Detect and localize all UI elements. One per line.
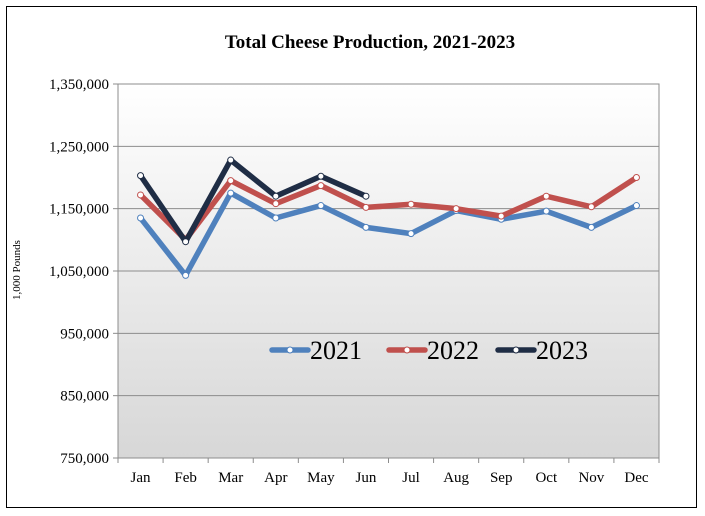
data-point-2021 (272, 214, 280, 222)
legend: 2021 2022 2023 (269, 336, 588, 365)
y-tick-label: 950,000 (60, 326, 109, 342)
y-tick-label: 1,350,000 (49, 77, 109, 93)
data-point-2023 (137, 172, 145, 180)
data-point-2022 (407, 200, 415, 208)
data-point-2021 (182, 271, 190, 279)
legend-marker-2021 (286, 346, 294, 354)
x-tick-label: Nov (578, 470, 604, 486)
data-point-2023 (227, 156, 235, 164)
x-tick-label: Apr (264, 470, 287, 486)
data-point-2021 (137, 214, 145, 222)
chart-title: Total Cheese Production, 2021-2023 (225, 32, 515, 53)
x-axis-ticks: Jan Feb Mar Apr May Jun Jul Aug Sep Oct Nov Dec (117, 458, 660, 486)
x-tick-label: Oct (535, 470, 557, 486)
data-point-2022 (137, 191, 145, 199)
data-point-2023 (317, 172, 325, 180)
y-tick-label: 1,150,000 (49, 202, 109, 218)
data-point-2022 (587, 203, 595, 211)
series-line-2022 (137, 174, 640, 243)
legend-label-2022: 2022 (427, 336, 479, 365)
data-point-2021 (362, 223, 370, 231)
series-line-2023 (137, 157, 369, 245)
legend-marker-2022 (403, 346, 411, 354)
x-tick-label: Aug (443, 470, 469, 486)
data-point-2022 (632, 174, 640, 181)
data-point-2021 (407, 230, 415, 238)
x-tick-label: Dec (624, 470, 648, 486)
data-point-2021 (632, 202, 640, 210)
y-tick-label: 1,250,000 (49, 139, 109, 155)
data-point-2022 (542, 192, 550, 200)
data-point-2023 (272, 192, 280, 200)
data-point-2023 (182, 238, 190, 246)
series-line-2021 (137, 190, 640, 279)
data-point-2022 (362, 203, 370, 211)
series-lines (137, 156, 640, 279)
legend-label-2021: 2021 (310, 336, 362, 365)
legend-marker-2023 (512, 346, 520, 354)
data-point-2022 (497, 212, 505, 220)
x-tick-label: Jun (356, 470, 377, 486)
x-tick-label: Mar (218, 470, 243, 486)
y-tick-label: 750,000 (60, 451, 109, 467)
data-point-2022 (317, 182, 325, 190)
data-point-2021 (542, 207, 550, 215)
y-axis-label: 1,000 Pounds (11, 240, 23, 300)
x-tick-label: Feb (174, 470, 197, 486)
y-axis-ticks: 750,000 850,000 950,000 1,050,000 1,150,000 1… (49, 77, 118, 467)
data-point-2022 (227, 177, 235, 185)
data-point-2023 (362, 192, 370, 200)
y-tick-label: 850,000 (60, 389, 109, 405)
x-tick-label: Sep (490, 470, 513, 486)
legend-label-2023: 2023 (536, 336, 588, 365)
x-tick-label: Jul (402, 470, 420, 486)
data-point-2022 (272, 200, 280, 208)
data-point-2021 (227, 189, 235, 197)
x-tick-label: May (307, 470, 335, 486)
y-tick-label: 1,050,000 (49, 264, 109, 280)
data-point-2021 (587, 223, 595, 231)
x-tick-label: Jan (131, 470, 151, 486)
data-point-2021 (317, 202, 325, 210)
data-point-2022 (452, 205, 460, 213)
